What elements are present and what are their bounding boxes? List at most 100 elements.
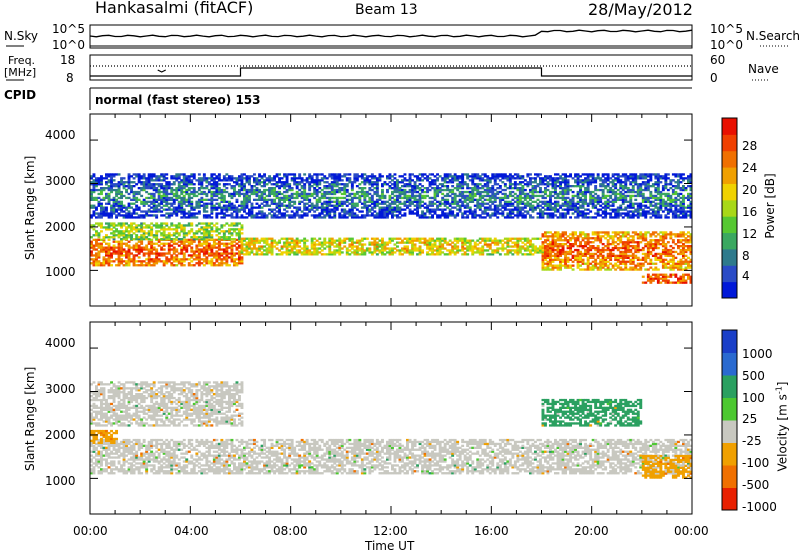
heatmap-cell bbox=[105, 173, 108, 176]
heatmap-cell bbox=[353, 177, 357, 180]
heatmap-cell bbox=[167, 258, 171, 261]
heatmap-cell bbox=[255, 216, 259, 219]
heatmap-cell bbox=[544, 246, 547, 250]
heatmap-cell bbox=[263, 239, 267, 242]
heatmap-cell bbox=[122, 230, 126, 233]
heatmap-cell bbox=[644, 239, 648, 242]
heatmap-cell bbox=[682, 233, 685, 236]
heatmap-cell bbox=[418, 245, 422, 248]
heatmap-cell bbox=[363, 243, 367, 246]
heatmap-cell bbox=[496, 204, 500, 207]
heatmap-cell bbox=[175, 248, 179, 251]
heatmap-cell bbox=[298, 181, 302, 184]
heatmap-cell bbox=[325, 253, 329, 256]
heatmap-cell bbox=[170, 198, 174, 201]
heatmap-cell bbox=[127, 230, 131, 233]
heatmap-cell bbox=[636, 233, 640, 236]
heatmap-cell bbox=[564, 262, 568, 265]
heatmap-cell bbox=[576, 256, 580, 259]
heatmap-cell bbox=[105, 187, 108, 190]
heatmap-cell bbox=[594, 264, 598, 267]
heatmap-cell bbox=[591, 260, 595, 263]
heatmap-cell bbox=[150, 210, 154, 213]
heatmap-cell bbox=[687, 264, 690, 267]
heatmap-cell bbox=[102, 250, 106, 253]
heatmap-cell bbox=[222, 177, 226, 180]
heatmap-cell bbox=[421, 212, 425, 215]
heatmap-cell bbox=[152, 234, 156, 237]
heatmap-cell bbox=[363, 251, 367, 254]
heatmap-cell bbox=[541, 245, 545, 248]
heatmap-cell bbox=[564, 258, 568, 261]
heatmap-cell bbox=[433, 253, 437, 256]
heatmap-cell bbox=[463, 196, 467, 200]
heatmap-cell bbox=[140, 177, 144, 180]
heatmap-cell bbox=[195, 194, 199, 198]
heatmap-cell bbox=[122, 185, 126, 188]
heatmap-cell bbox=[661, 258, 665, 261]
heatmap-cell bbox=[333, 204, 337, 207]
heatmap-cell bbox=[534, 249, 537, 252]
heatmap-cell bbox=[200, 242, 204, 245]
heatmap-cell bbox=[132, 238, 136, 241]
heatmap-cell bbox=[513, 187, 517, 190]
heatmap-cell bbox=[508, 251, 512, 254]
heatmap-cell bbox=[539, 245, 542, 248]
heatmap-cell bbox=[518, 251, 522, 254]
heatmap-cell bbox=[147, 175, 151, 178]
heatmap-cell bbox=[243, 187, 246, 190]
heatmap-cell bbox=[451, 175, 455, 178]
heatmap-cell bbox=[541, 233, 545, 236]
heatmap-cell bbox=[408, 208, 412, 211]
heatmap-cell bbox=[654, 243, 658, 246]
heatmap-cell bbox=[333, 208, 337, 211]
heatmap-cell bbox=[556, 256, 560, 259]
heatmap-cell bbox=[170, 240, 174, 243]
heatmap-cell bbox=[222, 232, 226, 235]
heatmap-cell bbox=[368, 247, 372, 250]
heatmap-cell bbox=[195, 206, 199, 209]
heatmap-cell bbox=[320, 243, 324, 246]
heatmap-cell bbox=[398, 190, 402, 194]
heatmap-cell bbox=[378, 249, 382, 252]
heatmap-cell bbox=[526, 253, 530, 256]
heatmap-cell bbox=[318, 243, 322, 246]
heatmap-cell bbox=[325, 204, 329, 207]
heatmap-cell bbox=[403, 196, 407, 200]
heatmap-cell bbox=[92, 185, 96, 188]
heatmap-cell bbox=[418, 214, 422, 217]
heatmap-cell bbox=[298, 245, 302, 248]
heatmap-cell bbox=[513, 241, 517, 244]
heatmap-cell bbox=[391, 175, 394, 178]
heatmap-cell bbox=[290, 210, 294, 213]
heatmap-cell bbox=[305, 247, 309, 250]
heatmap-cell bbox=[200, 190, 204, 194]
heatmap-cell bbox=[182, 185, 186, 188]
heatmap-cell bbox=[488, 188, 492, 192]
heatmap-cell bbox=[145, 244, 149, 247]
heatmap-cell bbox=[466, 198, 470, 201]
heatmap-cell bbox=[629, 268, 633, 271]
heatmap-cell bbox=[461, 177, 465, 180]
heatmap-cell bbox=[611, 241, 615, 244]
heatmap-cell bbox=[335, 177, 339, 180]
heatmap-cell bbox=[453, 247, 457, 250]
heatmap-cell bbox=[152, 194, 156, 198]
heatmap-cell bbox=[546, 231, 550, 234]
heatmap-cell bbox=[441, 185, 445, 188]
heatmap-cell bbox=[137, 179, 141, 182]
heatmap-cell bbox=[631, 246, 635, 250]
heatmap-cell bbox=[661, 231, 665, 234]
heatmap-cell bbox=[248, 194, 251, 198]
heatmap-cell bbox=[248, 237, 251, 240]
heatmap-cell bbox=[110, 198, 114, 201]
heatmap-cell bbox=[167, 212, 171, 215]
heatmap-cell bbox=[182, 198, 186, 201]
heatmap-cell bbox=[679, 231, 683, 234]
heatmap-cell bbox=[303, 185, 307, 188]
heatmap-cell bbox=[539, 247, 542, 250]
heatmap-cell bbox=[443, 237, 447, 240]
heatmap-cell bbox=[335, 185, 339, 188]
heatmap-cell bbox=[222, 196, 226, 200]
heatmap-cell bbox=[566, 264, 570, 267]
